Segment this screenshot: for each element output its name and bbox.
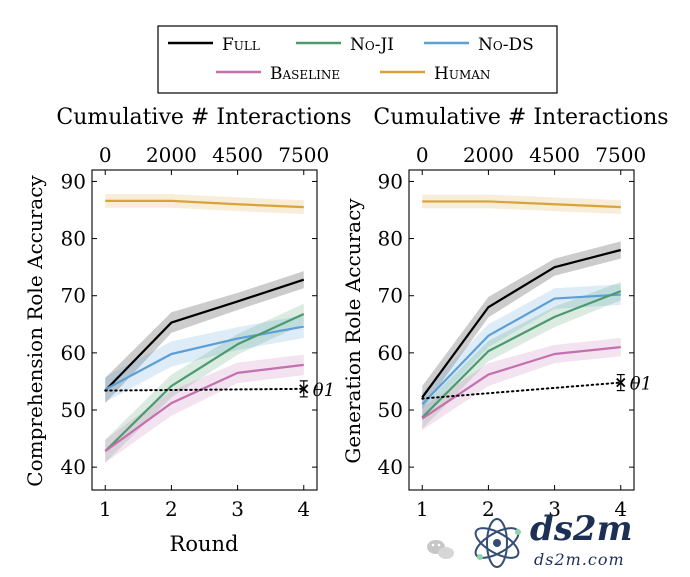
top-tick-label: 7500 [595, 143, 646, 167]
threshold-line [421, 381, 622, 400]
y-tick-label: 90 [61, 169, 86, 193]
series-line-human [422, 200, 621, 209]
x-tick-label: 1 [416, 497, 429, 521]
series-line-baseline [104, 363, 304, 453]
legend-label-full: Full [222, 35, 260, 55]
x-tick-label: 2 [482, 497, 495, 521]
x-axis-label-left: Round [170, 532, 239, 556]
top-tick-label: 2000 [463, 143, 514, 167]
y-axis-label-right: Generation Role Accuracy [341, 198, 365, 464]
top-tick-label: 4500 [212, 143, 263, 167]
legend-entry-baseline: Baseline [216, 64, 340, 84]
threshold-label: θ1 [313, 380, 335, 401]
series-line-baseline [421, 346, 621, 420]
band-baseline [105, 354, 304, 463]
legend-label-human: Human [434, 64, 490, 84]
x-tick-label: 1 [99, 497, 112, 521]
y-tick-label: 50 [378, 398, 403, 422]
x-tick-label: 3 [231, 497, 244, 521]
legend-entry-human: Human [380, 64, 490, 84]
threshold-line [104, 387, 305, 392]
series-line-human [105, 199, 304, 209]
legend-entry-full: Full [168, 35, 260, 55]
band-full [422, 241, 621, 409]
atom-logo-icon [474, 518, 521, 568]
x-tick-label: 3 [548, 497, 561, 521]
legend-box [157, 25, 558, 94]
chart-left: Cumulative # Interactions Comprehension … [23, 105, 352, 556]
y-tick-label: 90 [378, 169, 403, 193]
watermark-url: ds2m.com [534, 550, 625, 569]
legend-label-baseline: Baseline [270, 64, 340, 84]
series-line-no-ds [421, 293, 621, 406]
band-no-ds [422, 284, 621, 416]
top-tick-label: 0 [416, 143, 429, 167]
band-no-ji [422, 282, 621, 429]
band-human [422, 194, 621, 214]
series-line-full [104, 278, 305, 392]
y-tick-label: 60 [61, 341, 86, 365]
legend-entry-no-ds: No-DS [424, 35, 534, 55]
threshold-marker [616, 377, 626, 388]
y-axis-label-left: Comprehension Role Accuracy [23, 175, 47, 487]
series-line-no-ds [104, 325, 304, 391]
threshold-label: θ1 [630, 374, 652, 395]
top-tick-label: 2000 [146, 143, 197, 167]
top-tick-label: 4500 [529, 143, 580, 167]
legend: Full No-JI No-DS Baseline Human [157, 25, 558, 94]
legend-label-no-ds: No-DS [478, 35, 534, 55]
band-no-ji [105, 303, 304, 463]
y-tick-label: 40 [61, 455, 86, 479]
top-axis-title-left: Cumulative # Interactions [56, 105, 351, 130]
legend-label-no-ji: No-JI [350, 35, 394, 55]
chart-right: Cumulative # Interactions Generation Rol… [341, 105, 669, 521]
x-tick-label: 4 [614, 497, 627, 521]
threshold-marker [299, 384, 309, 394]
legend-entry-no-ji: No-JI [296, 35, 394, 55]
y-tick-label: 40 [378, 455, 403, 479]
y-tick-label: 50 [61, 398, 86, 422]
series-line-no-ji [104, 312, 305, 452]
top-tick-label: 7500 [278, 143, 329, 167]
y-tick-label: 80 [61, 227, 86, 251]
watermark: DS2M ds2m.com [427, 509, 633, 569]
x-tick-label: 2 [165, 497, 178, 521]
plot-frame [91, 169, 318, 491]
top-axis-title-right: Cumulative # Interactions [373, 105, 668, 130]
top-tick-label: 0 [99, 143, 112, 167]
series-line-no-ji [421, 290, 622, 419]
wechat-icon [427, 540, 454, 559]
series-line-full [421, 248, 622, 399]
band-human [105, 194, 304, 214]
y-tick-label: 60 [378, 341, 403, 365]
x-tick-label: 4 [297, 497, 310, 521]
y-tick-label: 70 [378, 284, 403, 308]
plot-frame [408, 169, 635, 491]
band-full [105, 271, 304, 404]
watermark-brand: DS2M [530, 509, 633, 549]
y-tick-label: 80 [378, 227, 403, 251]
band-baseline [422, 338, 621, 430]
y-tick-label: 70 [61, 284, 86, 308]
